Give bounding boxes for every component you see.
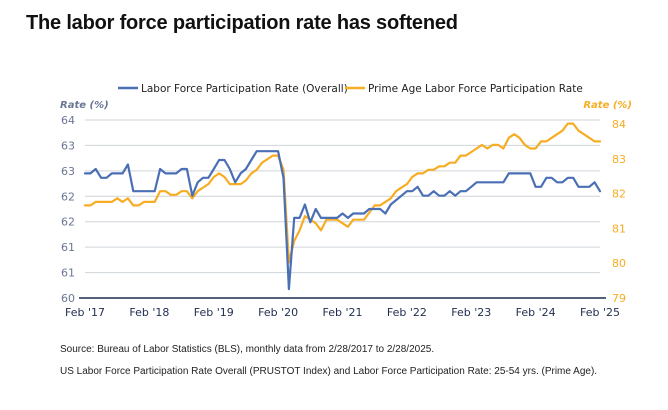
right-axis-tick-label: 84 xyxy=(612,118,626,131)
left-axis-tick-label: 61 xyxy=(61,241,75,254)
left-axis-tick-label: 63 xyxy=(61,165,75,178)
right-axis-tick-label: 82 xyxy=(612,188,626,201)
grid-layer xyxy=(85,119,600,274)
right-axis-title: Rate (%) xyxy=(583,100,632,111)
left-axis-tick-label: 61 xyxy=(61,267,75,280)
source-note: Source: Bureau of Labor Statistics (BLS)… xyxy=(60,344,435,355)
axes: 64 63 63 62 62 61 61 60 84 83 82 81 80 79 Rate (%) Rate… xyxy=(60,100,632,319)
right-axis-tick-label: 81 xyxy=(612,222,626,235)
series-note: US Labor Force Participation Rate Overal… xyxy=(60,365,598,377)
series-lines xyxy=(83,122,602,291)
left-axis-tick-label: 62 xyxy=(61,190,75,203)
left-axis-tick-label: 60 xyxy=(61,292,75,305)
x-axis-tick-label: Feb '22 xyxy=(387,306,427,319)
right-axis-tick-label: 79 xyxy=(612,292,626,305)
x-axis-tick-label: Feb '24 xyxy=(516,306,556,319)
x-axis-tick-label: Feb '21 xyxy=(323,306,363,319)
left-axis-tick-label: 62 xyxy=(61,216,75,229)
legend-item-prime-age: Prime Age Labor Force Participation Rate xyxy=(345,83,583,95)
prime-age-series-line xyxy=(83,122,602,264)
x-axis-tick-label: Feb '17 xyxy=(65,306,105,319)
right-axis-tick-label: 80 xyxy=(612,257,626,270)
left-axis-tick-label: 64 xyxy=(61,114,75,127)
left-axis-title: Rate (%) xyxy=(60,100,109,111)
x-axis-tick-label: Feb '18 xyxy=(129,306,169,319)
chart-notes: Source: Bureau of Labor Statistics (BLS)… xyxy=(60,344,597,378)
right-axis-tick-label: 83 xyxy=(612,153,626,166)
legend-item-overall: Labor Force Participation Rate (Overall) xyxy=(118,83,348,95)
x-axis-tick-label: Feb '20 xyxy=(258,306,298,319)
legend-label: Prime Age Labor Force Participation Rate xyxy=(368,83,583,95)
x-axis-tick-label: Feb '25 xyxy=(580,306,620,319)
page-title: The labor force participation rate has s… xyxy=(26,12,458,34)
left-axis-tick-label: 63 xyxy=(61,139,75,152)
legend-label: Labor Force Participation Rate (Overall) xyxy=(141,83,348,95)
legend: Labor Force Participation Rate (Overall)… xyxy=(118,83,583,95)
x-axis-tick-label: Feb '19 xyxy=(194,306,234,319)
overall-series-line xyxy=(83,150,602,291)
x-axis-tick-label: Feb '23 xyxy=(451,306,491,319)
